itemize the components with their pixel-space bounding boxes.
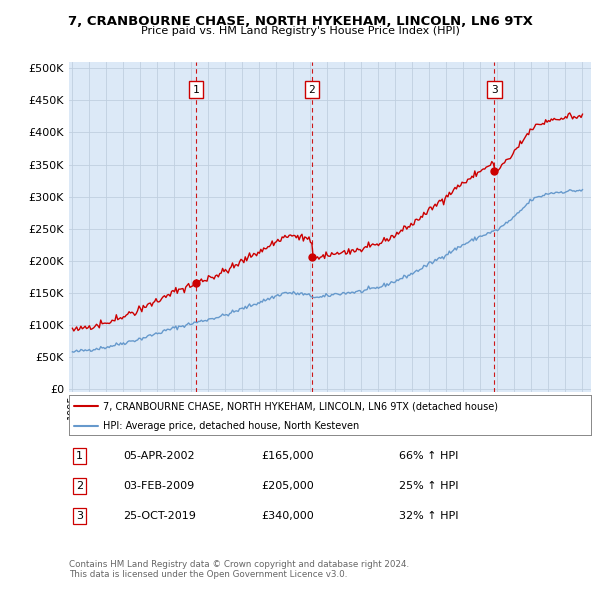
Text: 1: 1 [193, 84, 199, 94]
Text: 2: 2 [308, 84, 316, 94]
Text: 03-FEB-2009: 03-FEB-2009 [123, 481, 194, 491]
Text: Contains HM Land Registry data © Crown copyright and database right 2024.
This d: Contains HM Land Registry data © Crown c… [69, 560, 409, 579]
Text: 3: 3 [491, 84, 497, 94]
Text: 2: 2 [76, 481, 83, 491]
Text: £340,000: £340,000 [261, 511, 314, 521]
Text: 32% ↑ HPI: 32% ↑ HPI [399, 511, 458, 521]
Text: 25% ↑ HPI: 25% ↑ HPI [399, 481, 458, 491]
Text: 05-APR-2002: 05-APR-2002 [123, 451, 194, 461]
Text: 66% ↑ HPI: 66% ↑ HPI [399, 451, 458, 461]
Text: 1: 1 [76, 451, 83, 461]
Text: £165,000: £165,000 [261, 451, 314, 461]
Text: 25-OCT-2019: 25-OCT-2019 [123, 511, 196, 521]
Text: HPI: Average price, detached house, North Kesteven: HPI: Average price, detached house, Nort… [103, 421, 359, 431]
Text: Price paid vs. HM Land Registry's House Price Index (HPI): Price paid vs. HM Land Registry's House … [140, 26, 460, 36]
Text: 7, CRANBOURNE CHASE, NORTH HYKEHAM, LINCOLN, LN6 9TX: 7, CRANBOURNE CHASE, NORTH HYKEHAM, LINC… [68, 15, 532, 28]
Text: £205,000: £205,000 [261, 481, 314, 491]
Text: 7, CRANBOURNE CHASE, NORTH HYKEHAM, LINCOLN, LN6 9TX (detached house): 7, CRANBOURNE CHASE, NORTH HYKEHAM, LINC… [103, 401, 498, 411]
Text: 3: 3 [76, 511, 83, 521]
